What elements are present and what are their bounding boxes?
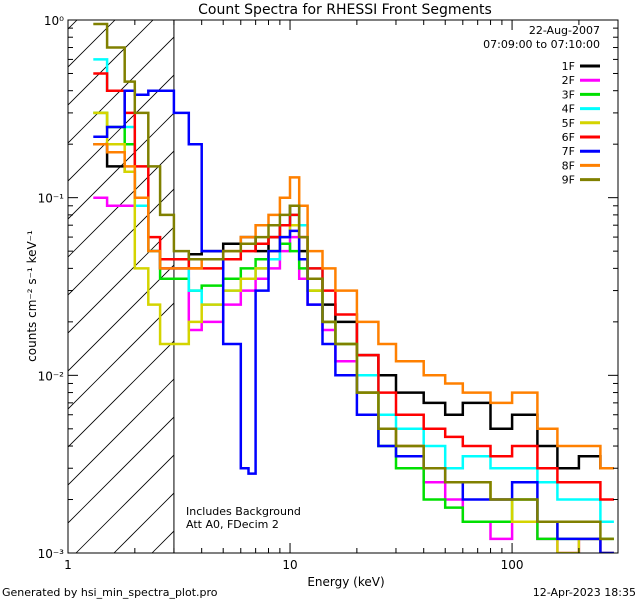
hatch-line: [418, 0, 640, 553]
series-group: [93, 22, 614, 553]
hatch-line: [342, 0, 640, 553]
y-tick-label: 10⁰: [44, 14, 64, 28]
x-axis-label: Energy (keV): [307, 575, 384, 589]
x-tick-label: 10: [282, 558, 297, 572]
hatched-region: [68, 0, 640, 553]
hatch-line: [68, 112, 174, 220]
legend-label-6F: 6F: [562, 131, 575, 144]
legend-label-2F: 2F: [562, 74, 575, 87]
series-line-8F: [93, 142, 614, 470]
hatch-line: [68, 416, 174, 524]
series-line-3F: [93, 111, 614, 541]
hatch-line: [68, 20, 154, 106]
hatch-line: [68, 36, 174, 144]
footer-timestamp: 12-Apr-2023 18:35: [533, 586, 636, 599]
chart-title: Count Spectra for RHESSI Front Segments: [198, 2, 492, 18]
series-line-6F: [93, 72, 614, 501]
legend-label-8F: 8F: [562, 159, 575, 172]
time-range-label: 07:09:00 to 07:10:00: [483, 38, 600, 51]
footer-generated-by: Generated by hsi_min_spectra_plot.pro: [2, 586, 218, 599]
legend-label-3F: 3F: [562, 88, 575, 101]
annotation-background: Includes Background: [186, 505, 301, 518]
hatch-line: [304, 0, 640, 553]
hatch-line: [68, 20, 78, 30]
annotation-attenuator: Att A0, FDecim 2: [186, 518, 279, 531]
x-tick-label: 100: [501, 558, 524, 572]
y-tick-label: 10⁻²: [38, 369, 65, 383]
hatch-line: [68, 264, 174, 372]
plot-frame: [67, 19, 619, 554]
hatch-line: [68, 340, 174, 448]
y-tick-label: 10⁻³: [38, 547, 65, 561]
x-tick-label: 1: [64, 558, 72, 572]
legend-label-4F: 4F: [562, 103, 575, 116]
y-axis-label: counts cm⁻² s⁻¹ keV⁻¹: [25, 230, 39, 362]
legend-label-7F: 7F: [562, 145, 575, 158]
hatch-line: [68, 20, 116, 68]
hatch-line: [68, 378, 174, 486]
date-label: 22-Aug-2007: [529, 24, 600, 37]
legend-label-5F: 5F: [562, 117, 575, 130]
series-line-5F: [93, 111, 614, 553]
series-line-9F: [93, 22, 614, 541]
hatch-line: [228, 0, 640, 553]
legend-label-9F: 9F: [562, 174, 575, 187]
hatch-line: [68, 226, 174, 334]
hatch-line: [456, 0, 640, 553]
legend-label-1F: 1F: [562, 60, 575, 73]
hatch-line: [68, 188, 174, 296]
hatch-line: [380, 0, 640, 553]
y-tick-label: 10⁻¹: [38, 192, 65, 206]
hatch-line: [68, 150, 174, 258]
